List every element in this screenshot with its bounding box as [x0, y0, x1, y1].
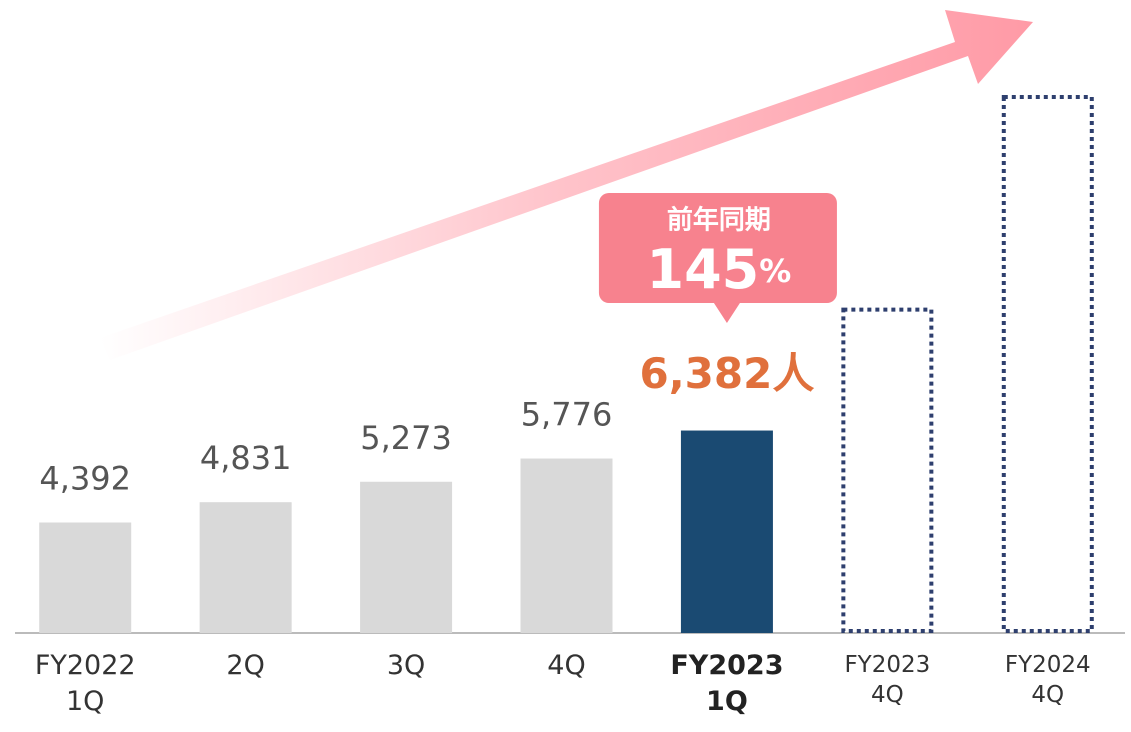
target-bar: [1001, 95, 1094, 634]
x-tick-label: FY2023 4Q: [844, 652, 931, 708]
x-tick-label: FY2024 4Q: [1004, 652, 1091, 708]
x-tick-label: 3Q: [386, 650, 426, 681]
x-tick-label: 4Q: [547, 650, 586, 681]
callout-box: [598, 193, 837, 323]
value-label: 6,382人: [639, 349, 814, 398]
target-bar: [841, 307, 934, 633]
x-tick-label: FY2023 1Q: [670, 650, 784, 717]
bar: [680, 430, 773, 633]
x-tick-label: FY2022 1Q: [34, 650, 136, 717]
bar: [199, 502, 292, 633]
value-label: 5,776: [521, 396, 613, 434]
x-tick-label: 2Q: [226, 650, 265, 681]
bar: [360, 481, 453, 633]
value-label: 5,273: [360, 419, 452, 457]
trend-arrow: [100, 10, 1033, 360]
callout-number: 145: [647, 238, 760, 301]
callout-value: 145%: [647, 238, 792, 301]
bar: [520, 458, 613, 633]
callout-title: 前年同期: [667, 205, 771, 236]
value-label: 4,392: [39, 459, 131, 497]
value-label: 4,831: [200, 439, 292, 477]
callout-unit: %: [759, 252, 791, 290]
bar: [39, 522, 132, 633]
